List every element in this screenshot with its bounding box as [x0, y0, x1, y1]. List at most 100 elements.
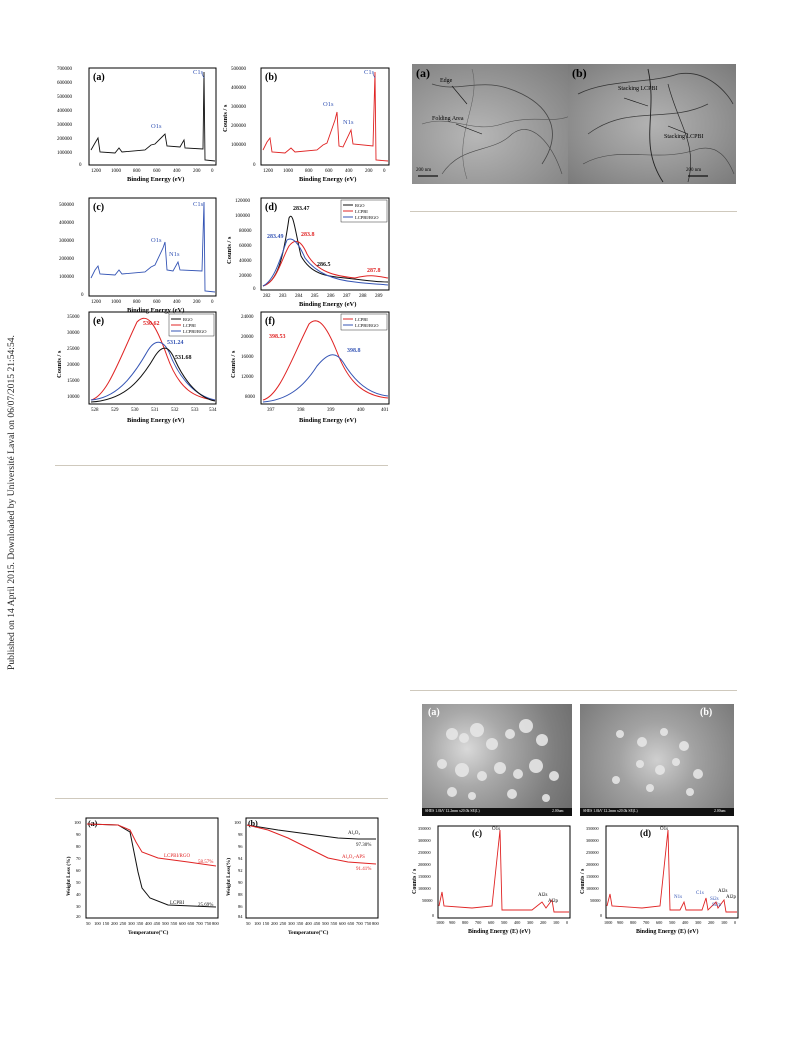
peak-label: C1s	[364, 69, 375, 76]
series-label: Al₂O₃-APS	[342, 855, 365, 860]
xps-a-spectrum	[90, 71, 216, 162]
x-tick: 600	[656, 920, 662, 925]
x-tick: 500	[162, 921, 170, 926]
y-tick: 200000	[586, 862, 599, 867]
peak-label: N1s	[674, 895, 682, 900]
sem-image-a: (a) SHES 1.0kV 12.2mm x20.0k SE(L) 2.00u…	[422, 704, 572, 816]
y-tick: 10000	[67, 395, 80, 400]
panel-label: (a)	[93, 72, 105, 83]
y-tick: 50000	[422, 898, 432, 903]
y-axis-label: Counts / s	[412, 868, 418, 894]
x-tick: 650	[188, 921, 196, 926]
panel-label: (a)	[428, 707, 440, 718]
x-tick: 600	[179, 921, 187, 926]
legend-item: LCPBI	[355, 317, 368, 322]
peak-annotation: 530.62	[143, 321, 160, 327]
x-tick: 400	[305, 921, 313, 926]
x-tick: 530	[131, 408, 139, 413]
y-tick: 30	[76, 904, 81, 909]
series-value: 58.57%	[198, 860, 213, 865]
y-tick: 40	[76, 892, 81, 897]
panel-label: (a)	[416, 66, 430, 80]
y-tick: 0	[432, 913, 434, 918]
x-tick: 450	[154, 921, 162, 926]
y-tick: 100000	[57, 151, 73, 156]
x-tick: 350	[297, 921, 305, 926]
x-tick: 200	[365, 169, 373, 174]
x-tick: 600	[153, 169, 161, 174]
x-tick: 534	[209, 408, 217, 413]
y-tick: 90	[76, 832, 81, 837]
y-tick: 86	[238, 904, 243, 909]
x-tick: 700	[475, 920, 481, 925]
legend-item: LCPBI	[355, 209, 368, 214]
x-tick: 528	[91, 408, 99, 413]
lcpbi-curve	[90, 317, 216, 401]
y-tick: 300000	[231, 105, 247, 110]
peak-label: O1s	[323, 101, 334, 108]
xps-panel-a: (a) C1s O1s 700000 600000 500000 400000 …	[57, 67, 217, 183]
x-tick: 900	[617, 920, 623, 925]
x-tick: 0	[211, 169, 214, 174]
x-axis-label: Binding Energy (eV)	[127, 307, 184, 314]
y-tick: 80000	[239, 229, 252, 234]
x-tick: 800	[133, 169, 141, 174]
y-tick: 100000	[59, 275, 75, 280]
xps-figure: .ax { fill: none; stroke: #000; stroke-w…	[55, 67, 390, 424]
y-tick: 100000	[586, 886, 599, 891]
x-tick: 400	[345, 169, 353, 174]
x-tick: 750	[205, 921, 213, 926]
y-axis-label: Counts / s	[56, 350, 63, 378]
x-axis-label: Binding Energy (eV)	[299, 176, 356, 183]
y-tick: 500000	[231, 67, 247, 72]
scale-bar-label: 200 nm	[416, 168, 432, 173]
x-tick: 700	[356, 921, 364, 926]
x-tick: 800	[133, 300, 141, 305]
x-tick: 200	[271, 921, 279, 926]
xps-panel-b: (b) C1s O1s N1s 500000 400000 300000 200…	[222, 67, 390, 183]
peak-annotation: 398.8	[347, 348, 361, 354]
x-axis-label: Binding Energy (eV)	[127, 417, 184, 424]
y-tick: 300000	[57, 123, 73, 128]
x-tick: 200	[708, 920, 714, 925]
x-tick: 550	[171, 921, 179, 926]
scale-bar-label: 2.00um	[714, 809, 726, 813]
x-tick: 399	[327, 408, 335, 413]
panel-label: (b)	[265, 72, 277, 83]
x-tick: 600	[339, 921, 347, 926]
tem-image-b: (b) Stacking LCPBI Stacking LCPBI 200 nm	[568, 64, 736, 184]
x-tick: 800	[372, 921, 380, 926]
lcpbi-rgo-curve	[262, 354, 389, 403]
y-tick: 96	[238, 844, 243, 849]
peak-label: O1s	[151, 123, 162, 130]
y-tick: 100	[234, 820, 242, 825]
tem-image-a: (a) Edge Folding Area 200 nm	[412, 64, 572, 184]
y-tick: 0	[81, 293, 84, 298]
peak-label: O1s	[151, 237, 162, 244]
x-tick: 282	[263, 294, 271, 299]
x-tick: 288	[359, 294, 367, 299]
x-tick: 1000	[604, 920, 612, 925]
x-tick: 150	[103, 921, 111, 926]
x-tick: 800	[212, 921, 220, 926]
y-tick: 250000	[418, 850, 431, 855]
y-tick: 0	[253, 287, 256, 292]
x-tick: 0	[383, 169, 386, 174]
figure-divider	[410, 211, 737, 212]
series-label: LCPBI	[170, 901, 185, 906]
y-tick: 60	[76, 868, 81, 873]
tga-panel-b: (b) Al₂O₃ 97.30% Al₂O₃-APS 91.41% 100 98…	[225, 817, 380, 936]
peak-label: Si2s	[710, 897, 719, 902]
peak-annotation: 283.8	[301, 232, 315, 238]
series-value: 91.41%	[356, 867, 371, 872]
eds-figure: .ax3 { fill: none; stroke: #000; stroke-…	[412, 825, 739, 935]
x-tick: 1000	[111, 300, 122, 305]
x-tick: 286	[327, 294, 335, 299]
peak-label: Al2s	[718, 889, 728, 894]
x-tick: 100	[553, 920, 559, 925]
peak-label: Si2p	[712, 903, 722, 908]
x-tick: 1200	[263, 169, 274, 174]
panel-label: (b)	[248, 819, 258, 828]
x-tick: 200	[111, 921, 119, 926]
y-tick: 92	[238, 868, 243, 873]
